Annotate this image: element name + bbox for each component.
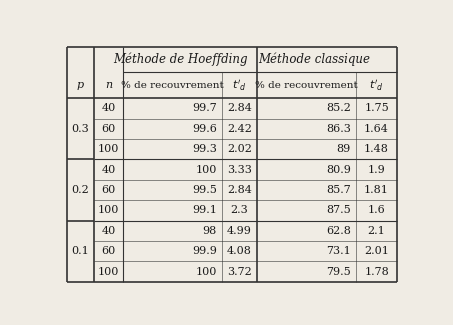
Text: 1.6: 1.6 [368,205,386,215]
Text: 73.1: 73.1 [326,246,351,256]
Text: 1.64: 1.64 [364,124,389,134]
Text: 4.99: 4.99 [227,226,252,236]
Text: 0.1: 0.1 [72,246,89,256]
Text: 1.78: 1.78 [364,266,389,277]
Text: 98: 98 [203,226,217,236]
Text: 0.3: 0.3 [72,124,89,134]
Text: 85.2: 85.2 [326,103,351,113]
Text: 99.7: 99.7 [192,103,217,113]
Text: 1.9: 1.9 [368,165,386,175]
Text: $t'_d$: $t'_d$ [369,78,384,93]
Text: 99.1: 99.1 [192,205,217,215]
Text: 100: 100 [196,165,217,175]
Text: 2.01: 2.01 [364,246,389,256]
Text: n: n [105,80,112,90]
Text: 85.7: 85.7 [326,185,351,195]
Text: 100: 100 [98,144,119,154]
Text: 79.5: 79.5 [326,266,351,277]
Text: 87.5: 87.5 [326,205,351,215]
Text: 60: 60 [101,246,116,256]
Text: 40: 40 [101,165,116,175]
Text: 1.75: 1.75 [364,103,389,113]
Text: 3.72: 3.72 [227,266,252,277]
Text: 40: 40 [101,226,116,236]
Text: 2.3: 2.3 [231,205,248,215]
Text: 99.3: 99.3 [192,144,217,154]
Text: 80.9: 80.9 [326,165,351,175]
Text: % de recouvrement: % de recouvrement [255,81,358,90]
Text: 100: 100 [196,266,217,277]
Text: 2.02: 2.02 [227,144,252,154]
Text: 62.8: 62.8 [326,226,351,236]
Text: 86.3: 86.3 [326,124,351,134]
Text: 1.48: 1.48 [364,144,389,154]
Text: 1.81: 1.81 [364,185,389,195]
Text: Méthode classique: Méthode classique [258,53,370,66]
Text: 0.2: 0.2 [72,185,89,195]
Text: 40: 40 [101,103,116,113]
Text: Méthode de Hoeffding: Méthode de Hoeffding [113,53,247,66]
Text: 99.9: 99.9 [192,246,217,256]
Text: 3.33: 3.33 [227,165,252,175]
Text: % de recouvrement: % de recouvrement [121,81,224,90]
Text: 60: 60 [101,185,116,195]
Text: 60: 60 [101,124,116,134]
Text: 100: 100 [98,266,119,277]
Text: 2.1: 2.1 [368,226,386,236]
Text: 89: 89 [337,144,351,154]
Text: 99.5: 99.5 [192,185,217,195]
Text: 2.42: 2.42 [227,124,252,134]
Text: 99.6: 99.6 [192,124,217,134]
Text: 4.08: 4.08 [227,246,252,256]
Text: p: p [77,80,84,90]
Text: 2.84: 2.84 [227,185,252,195]
Text: 100: 100 [98,205,119,215]
Text: $t'_d$: $t'_d$ [232,78,247,93]
Text: 2.84: 2.84 [227,103,252,113]
